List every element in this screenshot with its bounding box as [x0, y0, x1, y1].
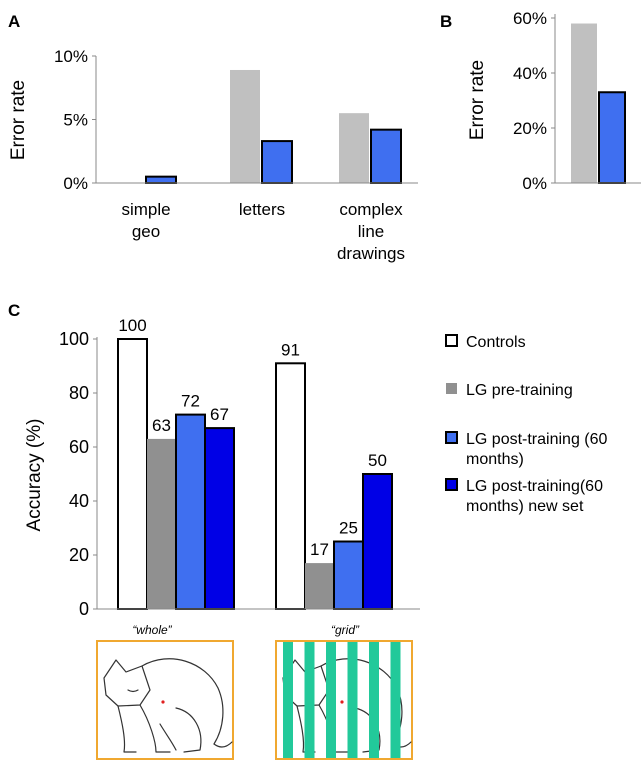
data-label: 67: [210, 405, 229, 424]
y-tick-label: 10%: [54, 47, 88, 66]
category-label: complex: [339, 200, 403, 219]
data-label: 91: [281, 340, 300, 359]
legend-label: months): [466, 451, 524, 468]
y-tick-label: 20: [69, 545, 89, 565]
category-label: drawings: [337, 244, 405, 263]
category-label: line: [358, 222, 384, 241]
bar: [370, 128, 402, 185]
category-label: letters: [239, 200, 285, 219]
y-tick-label: 100: [59, 329, 89, 349]
data-label: 72: [181, 392, 200, 411]
bar: [275, 362, 306, 610]
stimulus-whole: “whole”: [96, 623, 234, 760]
y-tick-label: 0%: [522, 174, 547, 193]
cat-drawing-icon: [103, 658, 233, 753]
legend-swatch: [446, 383, 457, 394]
panel-b: B Error rate 0% 20% 40% 60%: [440, 9, 641, 193]
panel-a-letter: A: [8, 12, 20, 31]
legend-label: months) new set: [466, 498, 584, 515]
bar: [305, 563, 334, 609]
y-tick-label: 80: [69, 383, 89, 403]
stripe: [283, 642, 293, 758]
whole-image-frame: [96, 640, 234, 760]
stripe: [390, 642, 401, 758]
grid-caption: “grid”: [331, 623, 360, 637]
y-tick-label: 60%: [513, 9, 547, 28]
legend-swatch: [445, 334, 458, 347]
category-label: simple: [121, 200, 170, 219]
panel-c-y-ticks: 0 20 40 60 80 100: [59, 329, 97, 619]
data-label: 50: [368, 451, 387, 470]
y-tick-label: 0: [79, 599, 89, 619]
y-tick-label: 60: [69, 437, 89, 457]
fixation-dot: [161, 700, 165, 704]
panel-c-data-labels: 100 91 63 17 72 25 67 50: [118, 316, 387, 559]
legend-swatch: [445, 478, 458, 491]
bar: [175, 413, 206, 610]
y-tick-label: 5%: [63, 111, 88, 130]
panel-a-y-ticks: 0% 5% 10%: [54, 47, 96, 193]
legend-label: LG post-training (60: [466, 431, 608, 448]
grid-image-frame: [275, 640, 413, 760]
whole-caption: “whole”: [132, 623, 172, 637]
legend-label: Controls: [466, 334, 526, 351]
bar: [204, 427, 235, 610]
bar: [261, 140, 293, 184]
legend-label: LG post-training(60: [466, 478, 603, 495]
bar: [145, 175, 177, 184]
category-label: geo: [132, 222, 160, 241]
panel-a-bars: [145, 69, 402, 185]
panel-c-y-axis-label: Accuracy (%): [24, 419, 45, 532]
panel-b-bars: [571, 23, 626, 184]
panel-b-letter: B: [440, 12, 452, 31]
bar: [339, 113, 369, 183]
panel-c: C Accuracy (%) 0 20 40 60 80 100 100 91 63 17 72 2…: [8, 301, 608, 619]
stripe: [304, 642, 315, 758]
panel-a-y-axis-label: Error rate: [8, 80, 29, 160]
bar: [598, 91, 626, 184]
panel-c-bars: [117, 338, 393, 610]
panel-c-legend: Controls LG pre-training LG post-training …: [445, 334, 608, 515]
panel-c-letter: C: [8, 301, 20, 320]
data-label: 17: [310, 540, 329, 559]
bar: [147, 438, 176, 609]
data-label: 63: [152, 416, 171, 435]
occluding-stripes: [283, 642, 401, 758]
panel-b-y-axis-label: Error rate: [467, 60, 488, 140]
bar: [333, 540, 364, 610]
stripe: [326, 642, 336, 758]
bar: [230, 69, 260, 183]
bar: [117, 338, 148, 610]
bar: [571, 23, 597, 183]
panel-a-categories: simple geo letters complex line drawings: [121, 200, 405, 263]
stimulus-grid: “grid”: [275, 623, 413, 760]
data-label: 100: [118, 316, 146, 335]
legend-swatch: [445, 431, 458, 444]
stripe: [369, 642, 379, 758]
data-label: 25: [339, 519, 358, 538]
y-tick-label: 40: [69, 491, 89, 511]
y-tick-label: 0%: [63, 174, 88, 193]
panel-a: A Error rate 0% 5% 10% simple geo letters com…: [8, 12, 418, 263]
y-tick-label: 20%: [513, 119, 547, 138]
bar: [362, 473, 393, 610]
panel-b-y-ticks: 0% 20% 40% 60%: [513, 9, 555, 193]
y-tick-label: 40%: [513, 64, 547, 83]
fixation-dot: [340, 700, 344, 704]
stripe: [347, 642, 358, 758]
legend-label: LG pre-training: [466, 382, 573, 399]
